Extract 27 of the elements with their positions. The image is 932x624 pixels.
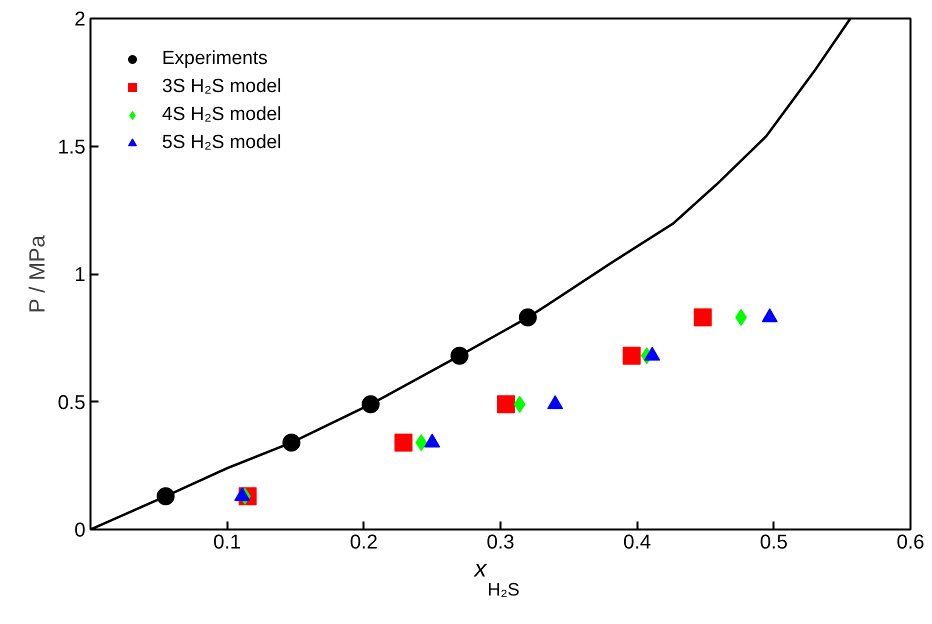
x-axis-title: xH₂S: [474, 556, 520, 600]
x-tick-label: 0.4: [623, 532, 652, 554]
x-tick-label: 0.2: [350, 532, 378, 554]
y-tick-label: 0: [74, 520, 86, 542]
point: [518, 308, 537, 326]
point: [394, 434, 412, 452]
point: [450, 346, 468, 365]
legend-label: 3S H₂S model: [162, 76, 282, 98]
x-tick-label: 0.1: [213, 532, 242, 554]
x-tick-label: 0.5: [760, 532, 788, 554]
legend-label: 5S H₂S model: [162, 132, 282, 154]
point: [282, 434, 300, 452]
point: [362, 395, 380, 414]
point: [622, 346, 641, 365]
x-tick-label: 0.3: [486, 532, 514, 554]
point: [496, 395, 515, 414]
y-axis-title: P / MPa: [24, 234, 50, 314]
y-tick-label: 1: [74, 264, 86, 286]
point: [156, 487, 175, 506]
legend-label: Experiments: [162, 48, 268, 70]
legend-label: 4S H₂S model: [162, 104, 282, 126]
point: [415, 434, 428, 452]
x-tick-label: 0.6: [896, 532, 924, 554]
point: [694, 308, 712, 326]
y-tick-label: 1.5: [58, 136, 86, 158]
y-tick-label: 0.5: [58, 392, 86, 414]
y-tick-label: 2: [74, 8, 86, 30]
